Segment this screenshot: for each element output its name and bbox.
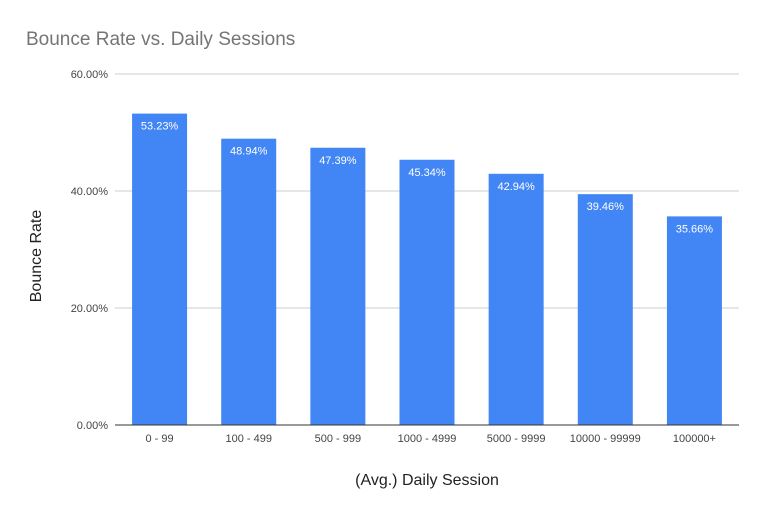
chart-title: Bounce Rate vs. Daily Sessions [26, 29, 295, 50]
x-tick-label: 10000 - 99999 [570, 433, 641, 445]
y-tick-label: 0.00% [77, 420, 108, 432]
bar-value-label: 35.66% [676, 223, 714, 235]
x-tick-label: 100 - 499 [225, 433, 271, 445]
y-tick-label: 20.00% [71, 303, 109, 315]
y-tick-label: 40.00% [71, 186, 109, 198]
bar [399, 159, 455, 426]
bar-value-label: 39.46% [587, 201, 625, 213]
x-tick-label: 5000 - 9999 [487, 433, 546, 445]
bars [132, 113, 722, 426]
bar-value-label: 45.34% [408, 167, 446, 179]
x-axis-title: (Avg.) Daily Session [355, 472, 499, 489]
y-axis-ticks: 0.00% 20.00% 40.00% 60.00% [71, 69, 109, 432]
bar [221, 138, 277, 426]
y-tick-label: 60.00% [71, 69, 109, 81]
bar [310, 147, 366, 425]
x-tick-label: 500 - 999 [315, 433, 361, 445]
x-tick-label: 1000 - 4999 [398, 433, 457, 445]
bar [488, 173, 544, 425]
bar-value-label: 53.23% [141, 121, 179, 133]
x-tick-label: 0 - 99 [146, 433, 174, 445]
bar-value-labels: 53.23% 48.94% 47.39% 45.34% 42.94% 39.46% 35.6… [141, 121, 713, 236]
bar-value-label: 47.39% [319, 155, 357, 167]
y-axis-title: Bounce Rate [28, 210, 45, 303]
bar [577, 194, 633, 425]
bar [132, 113, 188, 426]
x-axis-ticks: 0 - 99 100 - 499 500 - 999 1000 - 4999 5000 … [146, 433, 716, 445]
x-tick-label: 100000+ [673, 433, 716, 445]
bar-value-label: 48.94% [230, 146, 268, 158]
bar [666, 216, 722, 425]
bar-value-label: 42.94% [497, 181, 535, 193]
